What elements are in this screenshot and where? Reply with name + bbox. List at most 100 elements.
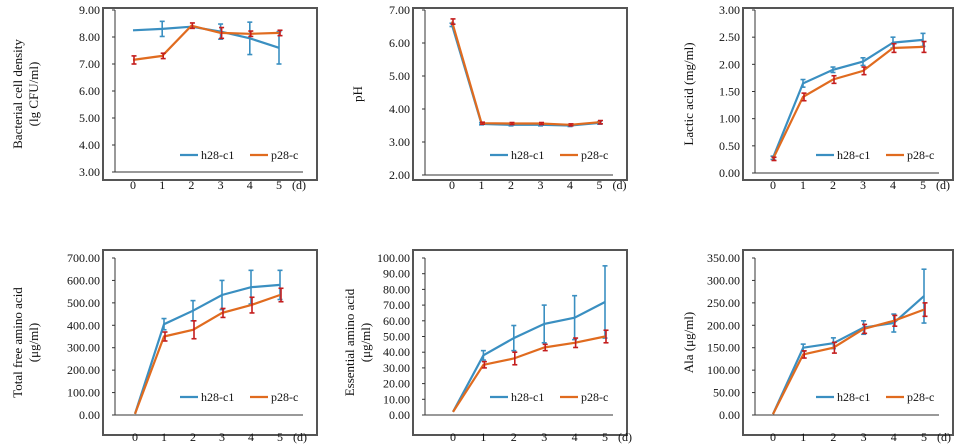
y-tick-label: 4.00 [389,102,410,116]
y-tick-label: 5.00 [79,111,100,125]
x-tick-label: 1 [800,430,806,444]
x-tick-label: 4 [891,430,897,444]
y-tick-label: 600.00 [67,273,100,287]
x-tick-label: 0 [450,430,456,444]
x-tick-label: 5 [277,430,283,444]
y-tick-label: 100.00 [377,251,410,265]
y-tick-label: 30.00 [383,361,410,375]
x-tick-label: 3 [218,178,224,192]
x-tick-label: 1 [480,430,486,444]
y-tick-label: 350.00 [707,251,740,265]
y-tick-label: 0.00 [389,408,410,422]
x-tick-label: 2 [188,178,194,192]
y-tick-label: 70.00 [383,298,410,312]
series-line-h28-c1 [133,283,281,415]
y-tick-label: 200.00 [67,363,100,377]
plot-frame [742,7,954,181]
plot-frame [102,7,318,181]
y-axis-title: pH [350,86,365,102]
x-tick-label: 1 [479,178,485,192]
plot-frame [412,249,628,436]
x-tick-label: 2 [511,430,517,444]
y-tick-label: 250.00 [707,296,740,310]
x-unit-label: (d) [937,430,951,444]
y-tick-label: 90.00 [383,267,410,281]
y-tick-label: 2.00 [719,57,740,71]
x-tick-label: 5 [597,178,603,192]
series-line-p28-c [772,308,925,415]
x-tick-label: 5 [921,430,927,444]
y-tick-label: 2.50 [719,30,740,44]
y-tick-label: 0.00 [719,166,740,180]
series-line-p28-c [133,293,281,415]
x-tick-label: 4 [572,430,578,444]
y-axis-title: Lactic acid (mg/ml) [681,42,696,145]
y-tick-label: 150.00 [707,341,740,355]
y-tick-label: 3.00 [389,135,410,149]
y-tick-label: 200.00 [707,318,740,332]
y-tick-label: 0.00 [719,408,740,422]
y-axis-title: (μg/ml) [358,323,373,362]
x-tick-label: 3 [219,430,225,444]
x-tick-label: 1 [161,430,167,444]
series-line-p28-c [452,335,606,413]
legend-label-h28-c1: h28-c1 [511,148,544,162]
y-tick-label: 50.00 [713,386,740,400]
y-tick-label: 4.00 [79,138,100,152]
y-tick-label: 0.00 [79,408,100,422]
series-line-p28-c [132,24,280,61]
y-tick-label: 300.00 [67,341,100,355]
y-tick-label: 5.00 [389,69,410,83]
y-tick-label: 7.00 [79,57,100,71]
x-tick-label: 3 [861,430,867,444]
legend-label-p28-c: p28-c [907,390,934,404]
x-tick-label: 0 [770,178,776,192]
series-line-p28-c [450,21,600,126]
y-axis-title: (μg/ml) [26,323,41,362]
x-tick-label: 1 [800,178,806,192]
y-tick-label: 80.00 [383,282,410,296]
x-tick-label: 3 [541,430,547,444]
legend-label-h28-c1: h28-c1 [511,390,544,404]
y-tick-label: 400.00 [67,318,100,332]
y-axis-title: Ala (μg/ml) [681,312,696,373]
legend-label-h28-c1: h28-c1 [837,390,870,404]
plot-frame [412,7,628,181]
y-tick-label: 100.00 [67,386,100,400]
y-tick-label: 8.00 [79,30,100,44]
y-tick-label: 0.50 [719,139,740,153]
y-axis-title: Essential amino acid [342,288,357,396]
x-unit-label: (d) [293,430,307,444]
y-tick-label: 3.00 [719,3,740,17]
legend-label-p28-c: p28-c [907,148,934,162]
y-tick-label: 100.00 [707,363,740,377]
y-tick-label: 60.00 [383,314,410,328]
x-unit-label: (d) [618,430,632,444]
series-line-h28-c1 [771,38,924,159]
legend-label-p28-c: p28-c [581,148,608,162]
y-tick-label: 6.00 [389,36,410,50]
x-tick-label: 5 [602,430,608,444]
y-tick-label: 10.00 [383,392,410,406]
y-tick-label: 2.00 [389,168,410,182]
x-tick-label: 4 [247,178,253,192]
chart-panel-3: 0.00 0.50 1.00 1.50 2.00 2.50 3.00 0 1 2 3 4 5 (d) Lac… [681,3,954,192]
y-tick-label: 700.00 [67,251,100,265]
x-tick-label: 5 [920,178,926,192]
x-tick-label: 0 [770,430,776,444]
x-tick-label: 3 [538,178,544,192]
chart-panel-6: 0.00 50.00 100.00 150.00 200.00 250.00 300.00 3… [681,249,954,444]
x-tick-label: 0 [130,178,136,192]
y-tick-label: 40.00 [383,345,410,359]
x-tick-label: 4 [248,430,254,444]
x-unit-label: (d) [613,178,627,192]
y-axis-title: Bacterial cell density [10,39,25,149]
legend-label-h28-c1: h28-c1 [201,148,234,162]
plot-frame [742,249,954,436]
y-tick-label: 9.00 [79,3,100,17]
y-tick-label: 6.00 [79,84,100,98]
y-tick-label: 1.00 [719,112,740,126]
y-tick-label: 7.00 [389,3,410,17]
